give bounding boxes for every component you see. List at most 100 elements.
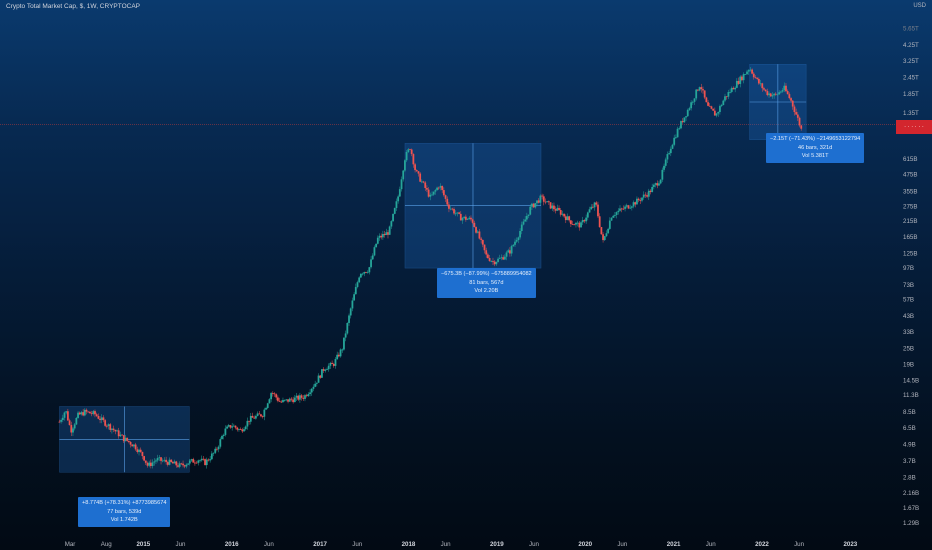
candle-body bbox=[336, 354, 339, 360]
measurement-label-2[interactable]: −675.3B (−87.99%) −675889954082 81 bars,… bbox=[437, 268, 536, 298]
candle-body bbox=[734, 87, 737, 90]
candle-body bbox=[66, 411, 69, 421]
candle-body bbox=[393, 208, 396, 214]
measurement-label-3[interactable]: −2.15T (−71.43%) −2149653122794 46 bars,… bbox=[766, 133, 865, 163]
candle-body bbox=[278, 400, 281, 402]
candle-body bbox=[83, 409, 86, 416]
candle-body bbox=[404, 160, 406, 171]
candle-body bbox=[185, 464, 188, 467]
candle-body bbox=[576, 222, 579, 224]
candle-body bbox=[265, 407, 267, 410]
measurement-boxes[interactable] bbox=[59, 63, 807, 473]
candle-body bbox=[80, 412, 83, 415]
measurement-volume: Vol 5.381T bbox=[801, 153, 829, 160]
candle-body bbox=[90, 413, 93, 415]
candle-body bbox=[192, 459, 195, 463]
y-tick-label: 1.35T bbox=[903, 110, 919, 117]
y-tick-label: 57B bbox=[903, 297, 914, 304]
candle-body bbox=[380, 235, 383, 238]
y-tick-label: 215B bbox=[903, 218, 917, 225]
candle-body bbox=[754, 77, 757, 79]
candle-body bbox=[607, 228, 610, 234]
candle-body bbox=[219, 439, 222, 447]
candle-body bbox=[646, 195, 648, 197]
measurement-bars: 77 bars, 539d bbox=[107, 508, 142, 515]
x-tick-label: 2016 bbox=[225, 541, 239, 548]
candle-body bbox=[741, 76, 743, 81]
candle-body bbox=[207, 459, 210, 461]
candle-body bbox=[476, 231, 479, 233]
x-tick-label: 2019 bbox=[490, 541, 504, 548]
candle-body bbox=[332, 363, 335, 366]
candle-body bbox=[329, 362, 332, 366]
candle-body bbox=[275, 394, 278, 398]
candle-body bbox=[351, 300, 354, 309]
candle-body bbox=[127, 440, 130, 443]
candle-body bbox=[725, 96, 728, 98]
candle-body bbox=[395, 201, 398, 209]
candle-body bbox=[375, 243, 378, 248]
candle-body bbox=[453, 209, 455, 214]
x-tick-label: 2018 bbox=[402, 541, 416, 548]
candle-body bbox=[727, 92, 730, 97]
candle-body bbox=[202, 458, 205, 460]
measurement-change: +8.774B (+78.31%) +8773985674 bbox=[82, 500, 167, 506]
candle-body bbox=[634, 202, 637, 205]
candle-body bbox=[664, 159, 667, 166]
candle-body bbox=[781, 90, 784, 92]
candle-body bbox=[588, 209, 591, 213]
candle-body bbox=[77, 412, 79, 418]
candle-body bbox=[321, 369, 323, 378]
candle-body bbox=[248, 420, 251, 422]
candle-body bbox=[559, 210, 562, 215]
y-tick-label: 25B bbox=[903, 345, 914, 352]
candle-body bbox=[419, 173, 422, 182]
candle-body bbox=[397, 196, 400, 202]
candle-body bbox=[288, 398, 291, 402]
candle-body bbox=[309, 392, 311, 395]
x-tick-label: 2020 bbox=[578, 541, 592, 548]
candle-body bbox=[551, 205, 554, 209]
y-tick-label: 97B bbox=[903, 265, 914, 272]
y-tick-label: 19B bbox=[903, 361, 914, 368]
candle-body bbox=[795, 112, 798, 115]
candle-body bbox=[674, 137, 677, 139]
candle-body bbox=[536, 200, 538, 204]
candle-body bbox=[707, 102, 709, 106]
candle-body bbox=[300, 395, 303, 398]
candle-body bbox=[204, 459, 206, 466]
candle-body bbox=[195, 462, 198, 464]
candle-body bbox=[102, 417, 105, 421]
candle-body bbox=[585, 217, 588, 222]
candle-body bbox=[141, 451, 144, 457]
candle-body bbox=[68, 420, 71, 426]
y-tick-label: 3.25T bbox=[903, 58, 919, 65]
candle-body bbox=[63, 412, 66, 418]
candle-body bbox=[785, 85, 787, 92]
candle-body bbox=[168, 459, 171, 465]
candle-body bbox=[238, 429, 240, 430]
candle-body bbox=[698, 87, 701, 91]
candle-body bbox=[431, 194, 433, 196]
candle-body bbox=[134, 444, 137, 450]
candle-body bbox=[129, 442, 132, 445]
candle-body bbox=[539, 195, 542, 203]
candle-body bbox=[149, 462, 152, 467]
candle-body bbox=[358, 277, 361, 283]
candle-body bbox=[757, 78, 760, 84]
y-tick-label: 4.25T bbox=[903, 42, 919, 49]
candle-body bbox=[769, 93, 772, 97]
candle-body bbox=[415, 170, 418, 172]
measurement-label-1[interactable]: +8.774B (+78.31%) +8773985674 77 bars, 5… bbox=[78, 497, 171, 527]
candle-body bbox=[58, 421, 61, 423]
y-tick-label: 1.29B bbox=[903, 520, 919, 527]
candle-body bbox=[625, 205, 628, 207]
y-tick-label: 475B bbox=[903, 171, 917, 178]
candle-body bbox=[155, 460, 157, 462]
candle-body bbox=[429, 194, 432, 197]
candle-body bbox=[595, 202, 598, 205]
candle-body bbox=[139, 449, 142, 452]
candle-body bbox=[466, 219, 469, 220]
candle-body bbox=[793, 106, 796, 113]
